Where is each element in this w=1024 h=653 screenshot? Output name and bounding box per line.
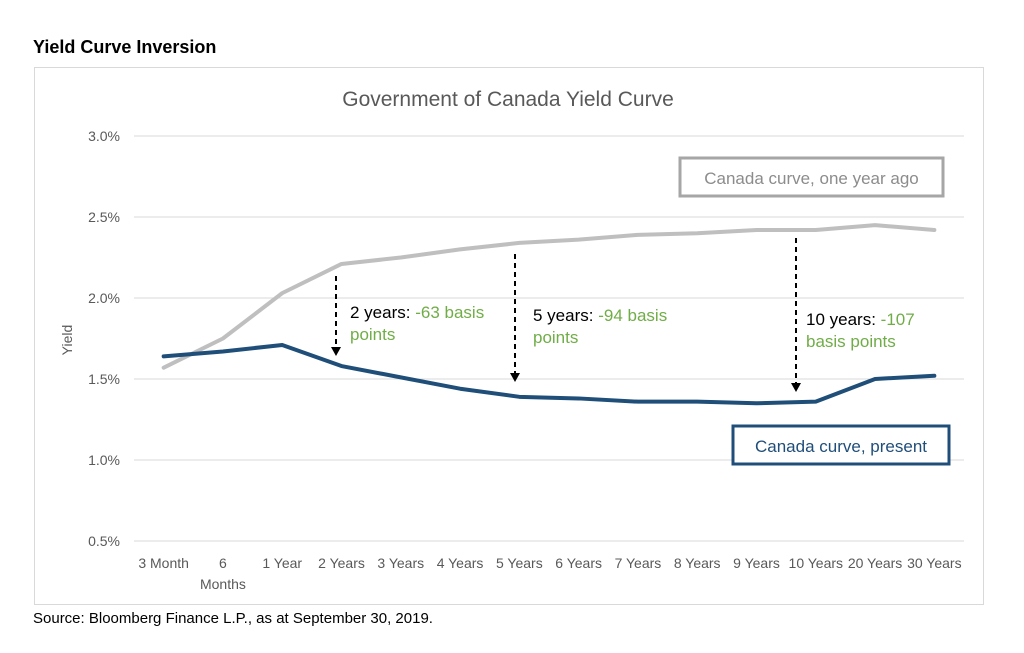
annotation-2y-value: -63 basis <box>415 303 484 322</box>
chart-title: Government of Canada Yield Curve <box>342 88 674 111</box>
x-tick-label: 7 Years <box>615 555 662 571</box>
x-tick-label: 3 Years <box>377 555 424 571</box>
x-tick-label: 30 Years <box>907 555 962 571</box>
page-heading: Yield Curve Inversion <box>33 37 217 57</box>
legend-year-ago: Canada curve, one year ago <box>678 156 945 198</box>
y-tick-label: 2.0% <box>88 290 120 306</box>
arrow-head <box>331 347 341 356</box>
source-note: Source: Bloomberg Finance L.P., as at Se… <box>33 610 433 627</box>
annotation-5y-value: -94 basis <box>598 306 667 325</box>
series-line-present <box>161 342 937 406</box>
legend-present: Canada curve, present <box>731 424 951 466</box>
x-tick-label: 5 Years <box>496 555 543 571</box>
chart-frame <box>34 67 984 605</box>
series-line-year-ago <box>161 223 937 370</box>
x-tick-label: 10 Years <box>789 555 844 571</box>
annotation-10y-label: 10 years: <box>806 310 876 329</box>
arrow-head <box>510 373 520 382</box>
arrow-head <box>791 383 801 392</box>
legend-year-ago-label: Canada curve, one year ago <box>704 169 919 188</box>
x-tick-label: 6 Months <box>200 555 246 592</box>
x-tick-label: 1 Year <box>262 555 302 571</box>
annotation-2y-cont: points <box>350 325 395 344</box>
y-tick-label: 2.5% <box>88 209 120 225</box>
legend-present-label: Canada curve, present <box>755 437 927 456</box>
annotation-2y-label: 2 years: <box>350 303 410 322</box>
annotation-2y: 2 years: -63 basis points <box>350 303 489 344</box>
y-tick-label: 1.5% <box>88 371 120 387</box>
annotation-10y: 10 years: -107 basis points <box>806 310 919 351</box>
annotation-5y-label: 5 years: <box>533 306 593 325</box>
annotation-5y-cont: points <box>533 328 578 347</box>
y-tick-label: 1.0% <box>88 452 120 468</box>
y-axis-label: Yield <box>59 325 75 356</box>
x-tick-label: 2 Years <box>318 555 365 571</box>
y-tick-label: 3.0% <box>88 128 120 144</box>
x-tick-label: 8 Years <box>674 555 721 571</box>
y-tick-label: 0.5% <box>88 533 120 549</box>
x-tick-label: 4 Years <box>437 555 484 571</box>
x-tick-label: 9 Years <box>733 555 780 571</box>
annotation-10y-cont: basis points <box>806 332 896 351</box>
x-tick-label: 6 Years <box>555 555 602 571</box>
annotation-10y-value: -107 <box>881 310 915 329</box>
x-tick-label: 3 Month <box>138 555 189 571</box>
annotation-5y: 5 years: -94 basis points <box>533 306 672 347</box>
x-tick-label: 20 Years <box>848 555 903 571</box>
